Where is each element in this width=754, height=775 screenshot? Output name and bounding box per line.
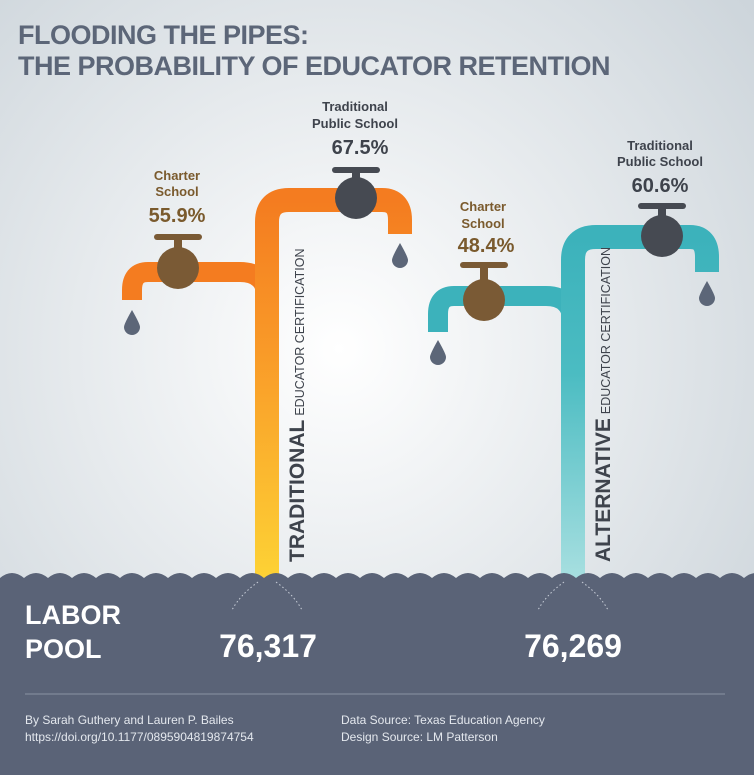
footer-text: https://doi.org/10.1177/0895904819874754 — [25, 730, 254, 744]
labor-pool-water — [0, 573, 754, 775]
pipe-label: TRADITIONAL EDUCATOR CERTIFICATION — [286, 249, 309, 562]
pipe-label-rest: EDUCATOR CERTIFICATION — [599, 247, 613, 414]
title-line: FLOODING THE PIPES: — [18, 20, 309, 50]
faucet-value: 60.6% — [632, 175, 689, 197]
faucet-label: Public School — [312, 116, 398, 131]
faucet-label: Public School — [617, 154, 703, 169]
pipe-label-bold: ALTERNATIVE — [592, 418, 615, 562]
pipe-label-rest: EDUCATOR CERTIFICATION — [293, 249, 307, 416]
pipe-label: ALTERNATIVE EDUCATOR CERTIFICATION — [592, 247, 615, 562]
faucet-label: School — [461, 216, 504, 231]
drops — [124, 243, 715, 365]
footer-text: Design Source: LM Patterson — [341, 730, 498, 744]
valves — [154, 167, 686, 321]
faucet-value: 67.5% — [332, 137, 389, 159]
flow-lines — [231, 581, 609, 611]
footer-text: By Sarah Guthery and Lauren P. Bailes — [25, 713, 234, 727]
faucet-label: School — [155, 184, 198, 199]
labor-pool-count: 76,269 — [524, 628, 622, 664]
faucet-value: 55.9% — [149, 205, 206, 227]
faucet-label: Traditional — [322, 99, 388, 114]
pipe-label-bold: TRADITIONAL — [286, 420, 309, 562]
faucet-label: Charter — [154, 168, 200, 183]
labor-pool-label: POOL — [25, 634, 102, 664]
faucet-label: Traditional — [627, 138, 693, 153]
faucet-value: 48.4% — [458, 235, 515, 257]
labor-pool-label: LABOR — [25, 600, 121, 630]
title-line: THE PROBABILITY OF EDUCATOR RETENTION — [18, 51, 610, 81]
faucet-label: Charter — [460, 199, 506, 214]
labor-pool-count: 76,317 — [219, 628, 317, 664]
footer-text: Data Source: Texas Education Agency — [341, 713, 545, 727]
